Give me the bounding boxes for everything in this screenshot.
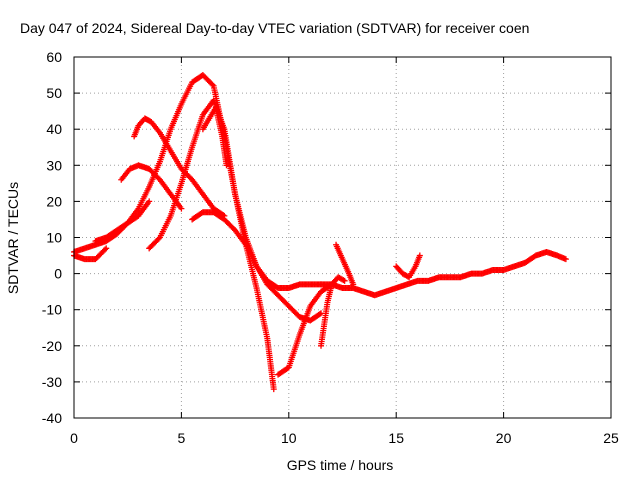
series-track-g [199, 104, 230, 169]
y-tick-label: -30 [42, 374, 62, 390]
y-tick-label: -20 [42, 338, 62, 354]
x-tick-label: 0 [70, 430, 78, 446]
y-tick-label: 50 [46, 85, 62, 101]
data-point [416, 252, 423, 259]
data-point [340, 277, 347, 284]
y-axis-label: SDTVAR / TECUs [5, 182, 21, 294]
y-tick-label: 20 [46, 193, 62, 209]
data-point [178, 205, 185, 212]
x-tick-label: 20 [496, 430, 512, 446]
series-track-l [318, 248, 569, 299]
y-tick-label: 30 [46, 157, 62, 173]
grid [74, 57, 611, 418]
data-point [270, 386, 277, 393]
data-point [316, 311, 323, 318]
data-points [71, 72, 569, 393]
axis-ticks: 0 5 10 15 20 25 -40 -30 -20 -10 0 10 20 30 40 50 60 [42, 49, 619, 446]
x-axis-label: GPS time / hours [287, 457, 394, 473]
data-point [155, 235, 162, 242]
y-tick-label: 0 [54, 266, 62, 282]
data-point [146, 198, 153, 205]
y-tick-label: 60 [46, 49, 62, 65]
series-track-j [318, 274, 348, 349]
x-tick-label: 25 [603, 430, 619, 446]
x-tick-label: 10 [281, 430, 297, 446]
y-tick-label: -10 [42, 302, 62, 318]
y-tick-label: 10 [46, 230, 62, 246]
x-tick-label: 15 [388, 430, 404, 446]
data-point [103, 245, 110, 252]
data-point [223, 162, 230, 169]
series-track-h [189, 209, 325, 324]
data-point [562, 256, 569, 263]
series-track-m [393, 252, 423, 281]
data-point [102, 246, 109, 253]
data-point [209, 81, 216, 88]
y-tick-label: -40 [42, 410, 62, 426]
x-tick-label: 5 [178, 430, 186, 446]
data-point [341, 277, 348, 284]
series-track-k [333, 241, 357, 288]
chart-title: Day 047 of 2024, Sidereal Day-to-day VTE… [20, 20, 529, 36]
y-tick-label: 40 [46, 121, 62, 137]
